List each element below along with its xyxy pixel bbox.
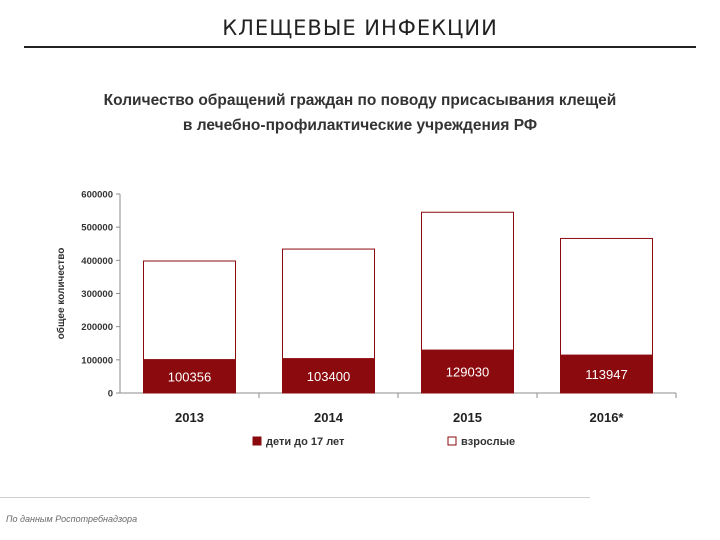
- data-label-children-2: 103400: [307, 369, 350, 384]
- legend-children-swatch: [252, 436, 262, 446]
- y-axis-label: общее количество: [55, 248, 67, 340]
- bar-children-1: [143, 359, 236, 394]
- y-tick-label: 600000: [81, 190, 113, 201]
- data-label-children-3: 129030: [446, 365, 489, 380]
- bar-adults-3: [421, 211, 514, 351]
- data-label-children-1: 100356: [168, 369, 211, 384]
- chart-axes: 0 100000 200000 300000 400000 500000 600000 общ…: [55, 190, 677, 425]
- y-tick-label: 500000: [81, 223, 113, 234]
- x-category-label-3: 2015: [453, 410, 482, 425]
- y-tick-label: 300000: [81, 289, 113, 300]
- data-label-children-4: 113947: [585, 367, 627, 382]
- legend-adults-label: взрослые: [461, 436, 515, 448]
- chart-title-line-2: в лечебно-профилактические учреждения РФ: [182, 117, 538, 134]
- legend-children-label: дети до 17 лет: [266, 436, 345, 448]
- y-tick-label: 100000: [81, 355, 113, 366]
- chart-title: Количество обращений граждан по поводу п…: [40, 88, 680, 138]
- bar-adults-2: [282, 248, 375, 360]
- source-note: По данным Роспотребнадзора: [6, 514, 138, 524]
- slide-title: КЛЕЩЕВЫЕ ИНФЕКЦИИ: [222, 16, 498, 40]
- x-category-label-2: 2014: [314, 410, 344, 425]
- y-tick-label: 0: [108, 389, 113, 400]
- chart-legend: дети до 17 лет взрослые: [252, 436, 515, 448]
- y-tick-label: 400000: [81, 256, 113, 267]
- bar-children-2: [282, 358, 375, 394]
- bar-adults-1: [143, 260, 236, 361]
- title-divider: [24, 46, 696, 48]
- x-category-label-4: 2016*: [590, 410, 625, 425]
- bar-adults-4: [560, 237, 653, 356]
- bar-children-3: [421, 349, 514, 394]
- y-tick-label: 200000: [81, 322, 113, 333]
- chart-bars: 100356 103400 129030 113947: [143, 211, 653, 394]
- bar-children-4: [560, 354, 653, 394]
- x-category-label-1: 2013: [175, 410, 204, 425]
- chart-title-line-1: Количество обращений граждан по поводу п…: [103, 92, 617, 109]
- legend-adults-swatch: [447, 436, 457, 446]
- footer-divider: [0, 497, 590, 498]
